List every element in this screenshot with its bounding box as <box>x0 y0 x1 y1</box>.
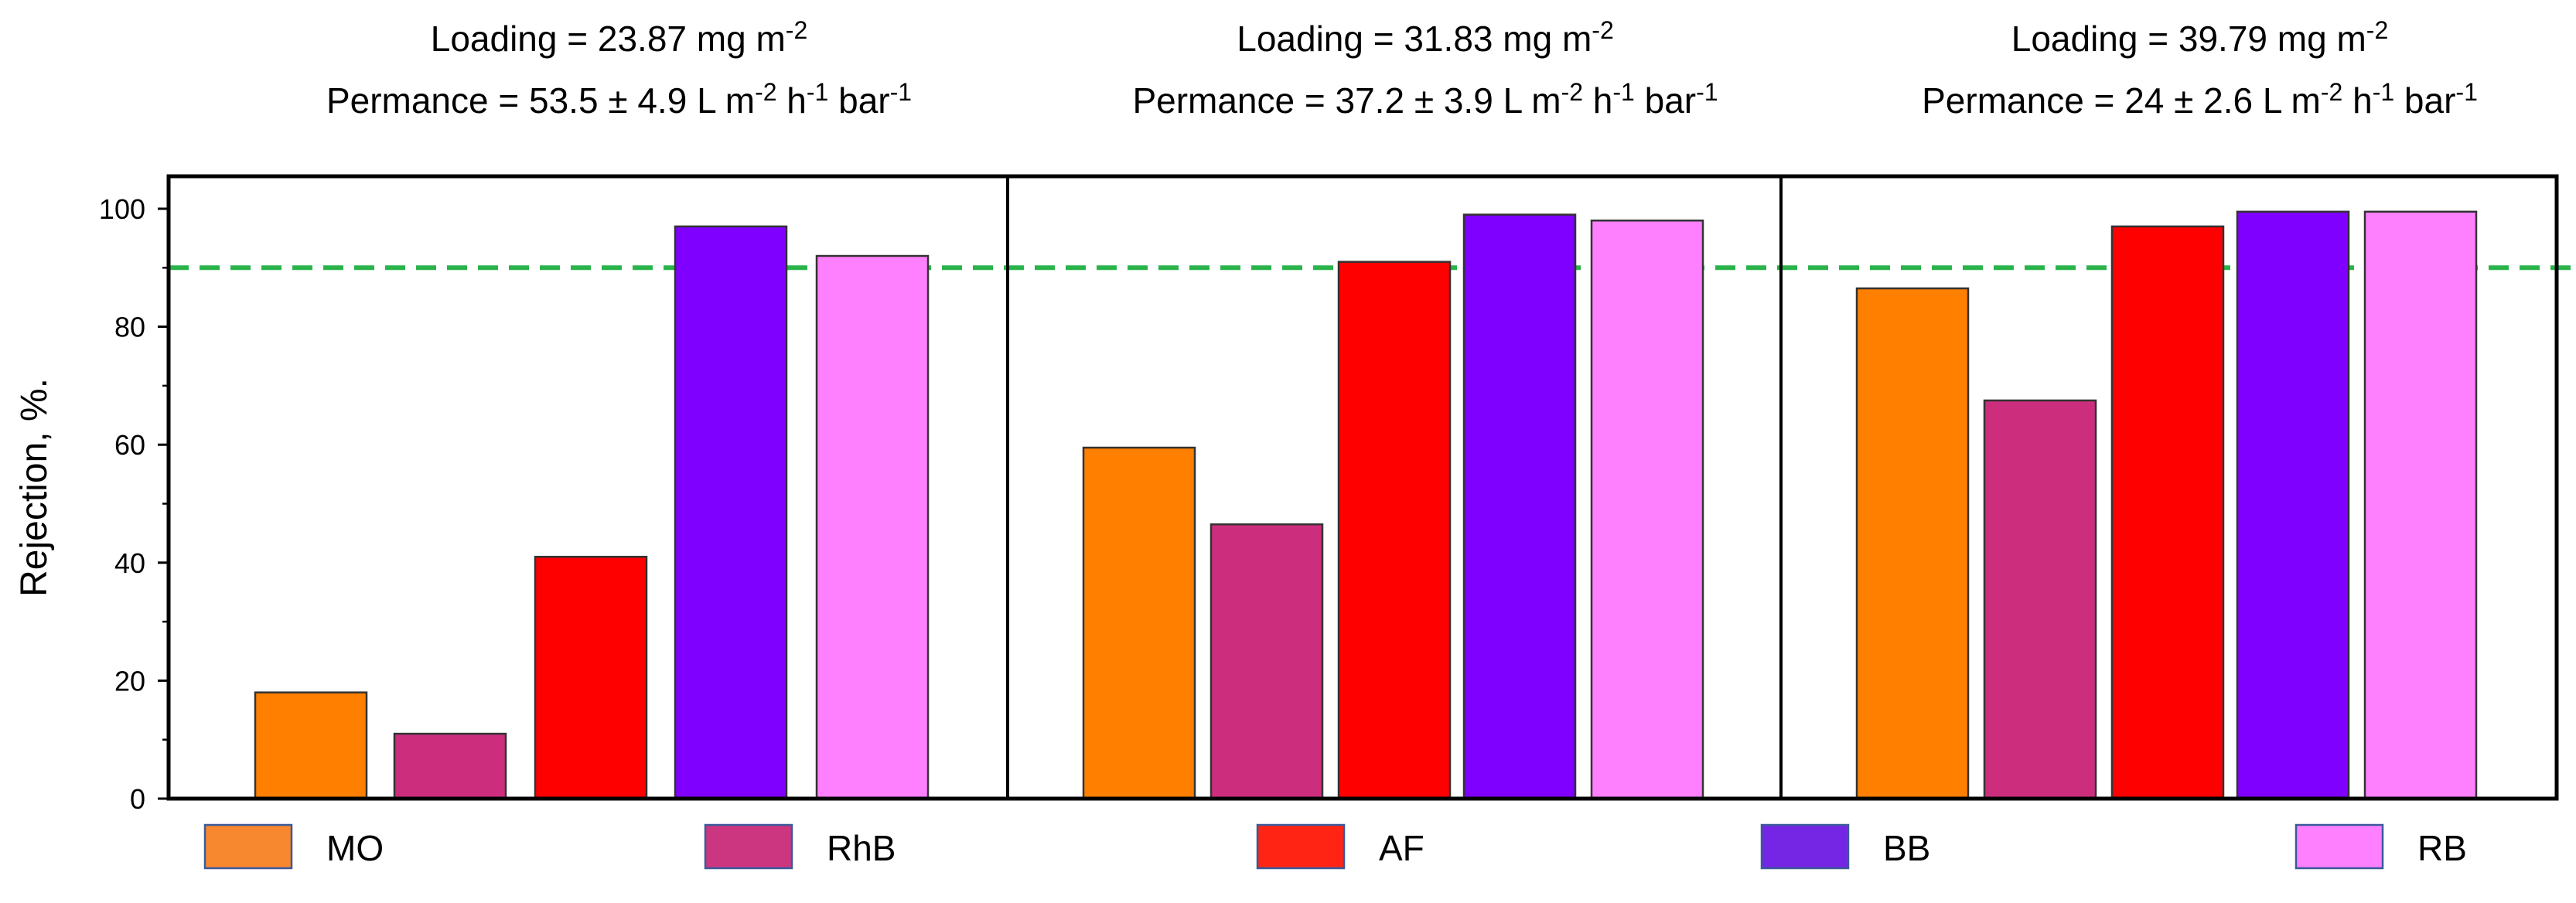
legend-label-rhb: RhB <box>827 828 896 868</box>
bar-bb-panel-1 <box>674 225 788 800</box>
bar-rb-panel-1 <box>815 254 930 800</box>
legend-label-rb: RB <box>2417 828 2467 868</box>
plot-border <box>166 174 2559 801</box>
legend-label-mo: MO <box>326 828 384 868</box>
legend: MO RhB AF BB RB <box>203 823 2467 870</box>
panel-title-loading: Loading = 39.79 mg m-2 <box>2011 16 2389 59</box>
bars-layer <box>254 210 2478 800</box>
legend-label-bb: BB <box>1883 828 1930 868</box>
panel-title-permeance: Permance = 53.5 ± 4.9 L m-2 h-1 bar-1 <box>326 78 912 121</box>
y-axis: 0 20 40 60 80 100 Rejection, %. <box>14 193 169 815</box>
y-tick-label: 100 <box>99 193 145 225</box>
y-axis-label: Rejection, %. <box>14 378 55 597</box>
legend-swatch-rhb <box>704 823 793 870</box>
panel-title-loading: Loading = 23.87 mg m-2 <box>431 16 808 59</box>
panel-title-permeance: Permance = 37.2 ± 3.9 L m-2 h-1 bar-1 <box>1132 78 1718 121</box>
bar-af-panel-3 <box>2110 225 2225 800</box>
bar-rhb-panel-3 <box>1983 399 2097 800</box>
bar-rhb-panel-1 <box>393 732 507 800</box>
bar-rhb-panel-2 <box>1210 523 1324 800</box>
bar-af-panel-1 <box>534 555 648 800</box>
panel-title-loading: Loading = 31.83 mg m-2 <box>1237 16 1614 59</box>
legend-label-af: AF <box>1379 828 1424 868</box>
legend-swatch-rb <box>2295 823 2384 870</box>
bar-rb-panel-3 <box>2363 210 2478 800</box>
bar-bb-panel-2 <box>1462 213 1577 800</box>
legend-swatch-af <box>1256 823 1346 870</box>
plot-frame <box>166 174 2559 801</box>
bar-mo-panel-3 <box>1855 287 1970 800</box>
y-tick-label: 80 <box>114 312 145 343</box>
bar-rb-panel-2 <box>1590 220 1704 800</box>
y-tick-label: 0 <box>130 783 145 815</box>
y-tick-label: 20 <box>114 665 145 697</box>
legend-swatch-mo <box>203 823 293 870</box>
panel-titles: Loading = 23.87 mg m-2 Permance = 53.5 ± … <box>326 16 2478 121</box>
bar-af-panel-2 <box>1337 261 1452 800</box>
y-tick-label: 60 <box>114 429 145 461</box>
panel-title-permeance: Permance = 24 ± 2.6 L m-2 h-1 bar-1 <box>1922 78 2478 121</box>
y-tick-label: 40 <box>114 547 145 579</box>
bar-mo-panel-2 <box>1082 446 1196 800</box>
legend-swatch-bb <box>1760 823 1850 870</box>
bar-bb-panel-3 <box>2236 210 2350 800</box>
bar-mo-panel-1 <box>254 691 368 800</box>
